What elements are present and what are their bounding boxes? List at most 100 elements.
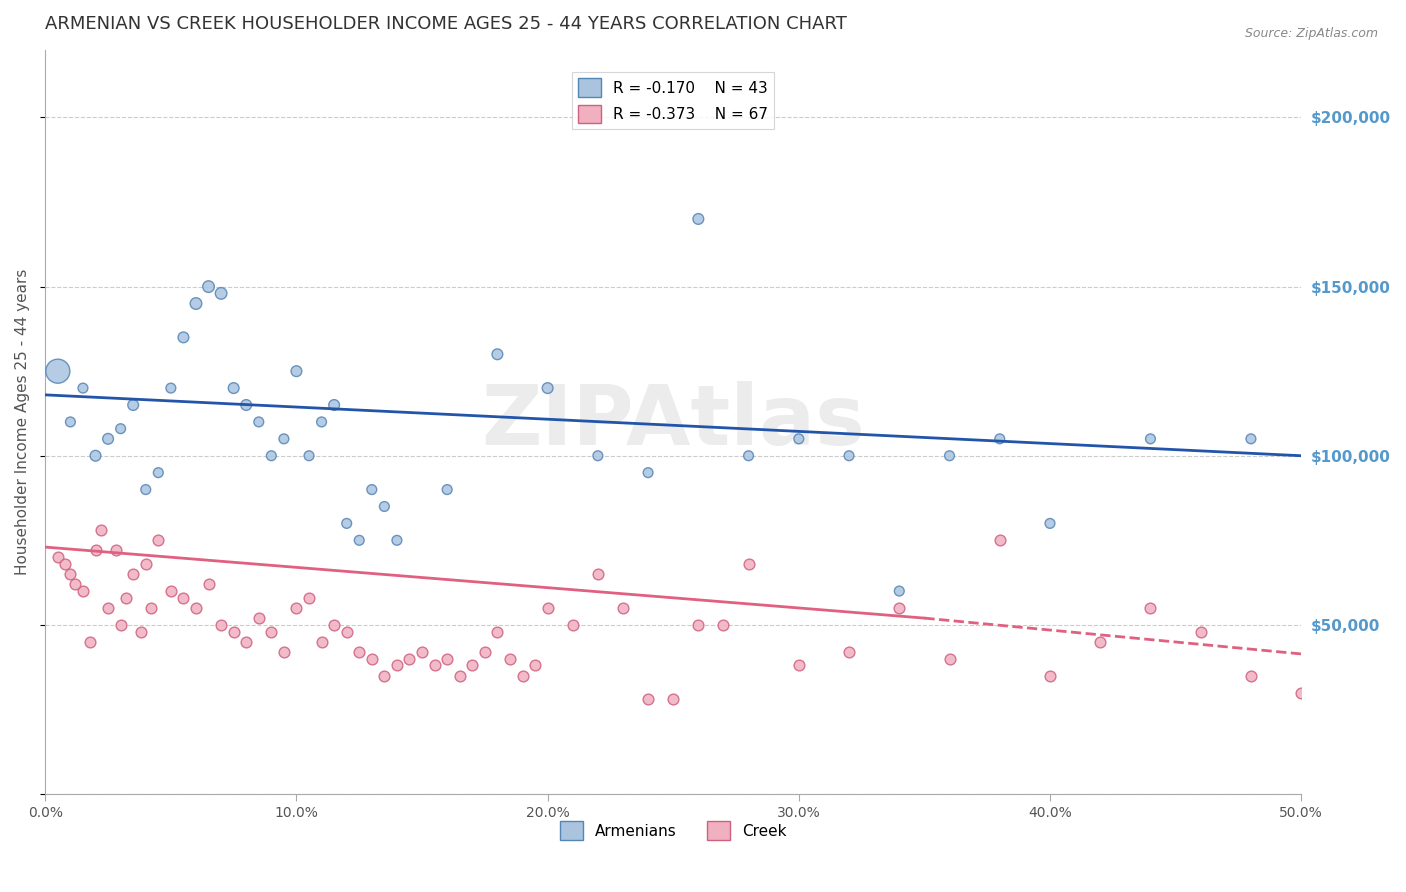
Point	[713, 618, 735, 632]
Point	[46, 550, 69, 565]
Y-axis label: Householder Income Ages 25 - 44 years: Householder Income Ages 25 - 44 years	[15, 268, 30, 575]
Point	[637, 466, 659, 480]
Point	[46, 364, 69, 378]
Point	[737, 557, 759, 571]
Point	[273, 432, 295, 446]
Point	[385, 533, 408, 548]
Point	[423, 658, 446, 673]
Point	[247, 611, 270, 625]
Point	[209, 618, 232, 632]
Point	[84, 449, 107, 463]
Point	[148, 533, 170, 548]
Point	[938, 651, 960, 665]
Point	[84, 543, 107, 558]
Point	[586, 567, 609, 582]
Point	[114, 591, 136, 605]
Point	[72, 584, 94, 599]
Point	[787, 432, 810, 446]
Point	[536, 601, 558, 615]
Point	[373, 500, 395, 514]
Point	[172, 330, 194, 344]
Point	[360, 483, 382, 497]
Point	[110, 422, 132, 436]
Text: Source: ZipAtlas.com: Source: ZipAtlas.com	[1244, 27, 1378, 40]
Point	[486, 347, 509, 361]
Point	[336, 624, 359, 639]
Point	[436, 483, 458, 497]
Point	[298, 449, 321, 463]
Point	[411, 645, 433, 659]
Point	[1090, 634, 1112, 648]
Point	[323, 398, 346, 412]
Point	[1039, 516, 1062, 531]
Point	[398, 651, 420, 665]
Point	[662, 692, 685, 706]
Point	[889, 584, 911, 599]
Point	[311, 634, 333, 648]
Point	[688, 211, 710, 226]
Point	[285, 601, 308, 615]
Point	[373, 668, 395, 682]
Point	[122, 398, 145, 412]
Point	[260, 624, 283, 639]
Point	[129, 624, 152, 639]
Point	[889, 601, 911, 615]
Point	[612, 601, 634, 615]
Point	[349, 645, 371, 659]
Point	[122, 567, 145, 582]
Point	[197, 577, 219, 591]
Point	[235, 398, 257, 412]
Point	[135, 483, 157, 497]
Point	[1189, 624, 1212, 639]
Point	[235, 634, 257, 648]
Point	[172, 591, 194, 605]
Legend: Armenians, Creek: Armenians, Creek	[554, 815, 793, 846]
Point	[311, 415, 333, 429]
Text: ARMENIAN VS CREEK HOUSEHOLDER INCOME AGES 25 - 44 YEARS CORRELATION CHART: ARMENIAN VS CREEK HOUSEHOLDER INCOME AGE…	[45, 15, 848, 33]
Point	[53, 557, 76, 571]
Point	[1240, 668, 1263, 682]
Point	[222, 381, 245, 395]
Point	[486, 624, 509, 639]
Point	[449, 668, 471, 682]
Point	[336, 516, 359, 531]
Point	[148, 466, 170, 480]
Point	[222, 624, 245, 639]
Point	[988, 533, 1011, 548]
Point	[436, 651, 458, 665]
Point	[349, 533, 371, 548]
Point	[72, 381, 94, 395]
Point	[59, 415, 82, 429]
Point	[512, 668, 534, 682]
Point	[536, 381, 558, 395]
Point	[688, 618, 710, 632]
Point	[59, 567, 82, 582]
Point	[260, 449, 283, 463]
Point	[737, 449, 759, 463]
Point	[499, 651, 522, 665]
Point	[197, 279, 219, 293]
Point	[561, 618, 583, 632]
Point	[1289, 685, 1312, 699]
Point	[139, 601, 162, 615]
Point	[474, 645, 496, 659]
Point	[209, 286, 232, 301]
Point	[79, 634, 101, 648]
Point	[360, 651, 382, 665]
Point	[988, 432, 1011, 446]
Point	[838, 645, 860, 659]
Point	[110, 618, 132, 632]
Point	[184, 296, 207, 310]
Point	[1039, 668, 1062, 682]
Point	[1139, 432, 1161, 446]
Point	[787, 658, 810, 673]
Point	[323, 618, 346, 632]
Point	[385, 658, 408, 673]
Point	[524, 658, 547, 673]
Point	[160, 381, 183, 395]
Point	[1240, 432, 1263, 446]
Point	[184, 601, 207, 615]
Point	[97, 601, 120, 615]
Point	[90, 523, 112, 537]
Point	[461, 658, 484, 673]
